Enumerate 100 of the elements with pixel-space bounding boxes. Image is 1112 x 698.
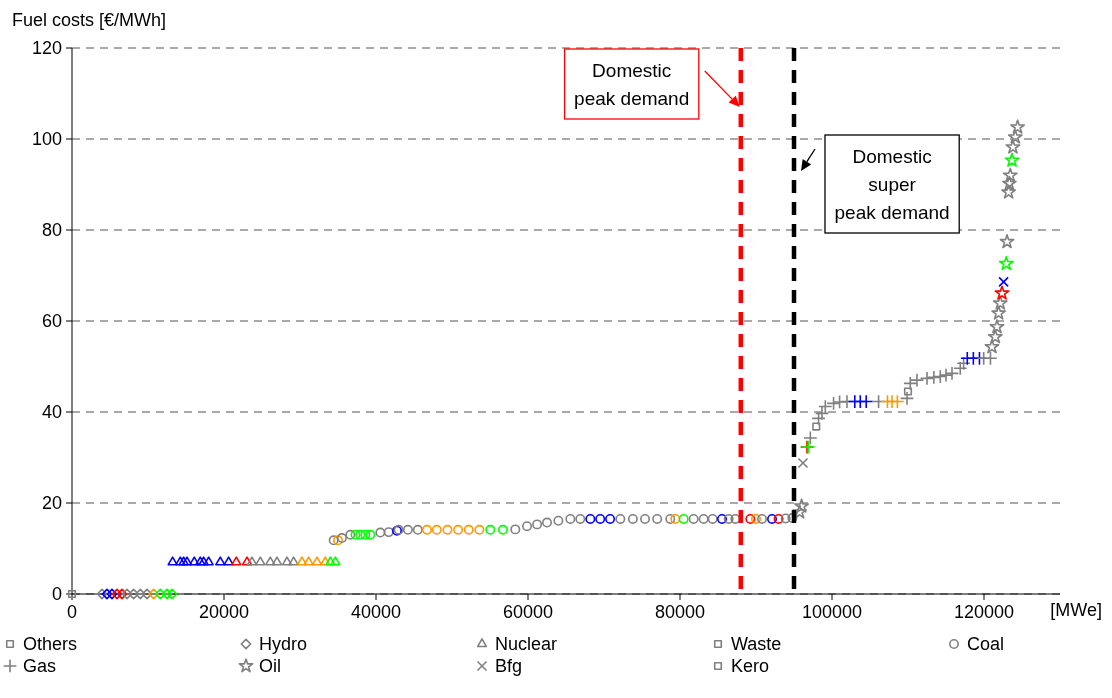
point	[707, 513, 718, 524]
x-tick-label: 60000	[502, 602, 554, 622]
point	[345, 529, 356, 540]
point	[311, 556, 323, 566]
point	[166, 588, 178, 600]
x-tick-label: 80000	[654, 602, 706, 622]
legend-label: Coal	[967, 634, 1005, 655]
point	[325, 556, 336, 566]
ref-line-label: Domestic super peak demand	[834, 146, 950, 223]
point	[984, 339, 1000, 354]
legend-label: Nuclear	[495, 634, 558, 655]
point	[797, 457, 809, 469]
point	[1004, 152, 1020, 167]
point	[723, 513, 734, 524]
legend-label: Kero	[731, 656, 770, 677]
point	[688, 513, 699, 524]
ref-line-label: Domestic peak demand	[574, 60, 690, 109]
point	[665, 513, 676, 524]
point	[890, 394, 905, 409]
point	[330, 556, 341, 566]
point	[463, 524, 474, 535]
point	[1002, 167, 1018, 182]
legend-label: Gas	[23, 656, 57, 677]
point	[412, 524, 423, 535]
point	[161, 588, 173, 600]
point	[794, 498, 810, 513]
point	[792, 504, 808, 519]
point	[992, 295, 1008, 310]
point	[383, 527, 394, 538]
point	[757, 513, 767, 524]
point	[532, 519, 543, 530]
point	[510, 524, 521, 535]
point	[1010, 119, 1026, 134]
point	[1001, 175, 1017, 191]
point	[903, 387, 913, 396]
point	[991, 305, 1007, 320]
y-axis-title: Fuel costs [€/MWh]	[12, 10, 167, 30]
point	[670, 513, 681, 524]
point	[751, 513, 761, 524]
y-tick-label: 80	[41, 220, 62, 241]
point	[96, 588, 108, 600]
legend-label: Waste	[731, 634, 782, 655]
legend-label: Others	[23, 634, 78, 655]
point	[189, 556, 200, 566]
y-tick-label: 20	[41, 493, 62, 514]
point	[1007, 129, 1023, 144]
point	[134, 588, 146, 600]
point	[365, 529, 376, 540]
point	[231, 556, 242, 566]
point	[241, 556, 253, 566]
point	[989, 319, 1005, 334]
point	[111, 588, 123, 600]
y-tick-label: 40	[41, 402, 62, 423]
point	[773, 513, 784, 524]
point	[780, 513, 791, 524]
point	[497, 524, 508, 535]
point	[402, 524, 413, 535]
point	[360, 529, 371, 540]
point	[1001, 184, 1017, 199]
point	[431, 524, 442, 535]
point	[698, 513, 709, 524]
point	[422, 524, 432, 535]
y-tick-label: 100	[31, 129, 62, 150]
y-tick-label: 120	[31, 38, 62, 59]
point	[575, 513, 586, 524]
point	[652, 513, 663, 524]
point	[812, 422, 821, 431]
point	[303, 556, 314, 566]
legend-label: Hydro	[259, 634, 308, 655]
point	[542, 517, 552, 528]
point	[745, 513, 756, 524]
point	[215, 556, 226, 566]
point	[116, 588, 128, 600]
point	[203, 556, 214, 566]
point	[1005, 139, 1021, 154]
point	[167, 556, 178, 566]
point	[336, 533, 347, 544]
x-tick-label: 100000	[801, 602, 863, 622]
point	[453, 524, 464, 535]
point	[333, 535, 343, 546]
point	[474, 524, 485, 535]
point	[141, 588, 153, 600]
point	[615, 513, 626, 524]
x-tick-label: 40000	[350, 602, 402, 622]
point	[355, 529, 366, 540]
point	[485, 524, 496, 535]
point	[640, 513, 651, 524]
point	[181, 556, 193, 566]
legend-label: Bfg	[495, 656, 523, 677]
x-tick-label: 120000	[953, 602, 1015, 622]
point	[826, 396, 841, 411]
point	[442, 524, 453, 535]
point	[148, 588, 160, 600]
x-tick-label: 20000	[198, 602, 250, 622]
point	[320, 556, 331, 566]
x-axis-title: [MWe]	[1050, 600, 1102, 620]
point	[987, 329, 1003, 344]
point	[350, 529, 361, 540]
point	[998, 255, 1014, 271]
point	[296, 556, 308, 566]
